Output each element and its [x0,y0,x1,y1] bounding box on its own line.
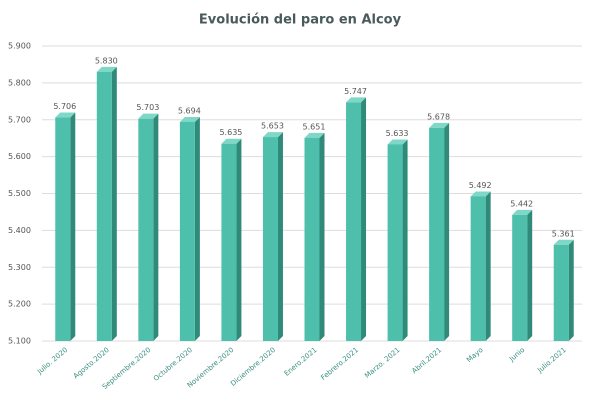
y-tick-label: 5.500 [8,189,31,198]
bar-side [444,122,450,341]
y-tick-label: 5.300 [8,263,31,272]
bar-top [96,66,117,72]
bar-top [346,97,367,103]
bar-top [138,113,159,119]
y-tick-label: 5.800 [8,78,31,87]
bar-top [512,209,533,215]
bar-side [70,112,76,341]
bar-side [319,132,325,341]
bar [179,121,195,342]
value-label: 5.747 [344,87,367,96]
y-tick-label: 5.100 [8,337,31,346]
bar [304,137,320,341]
value-label: 5.830 [95,56,118,65]
value-label: 5.633 [386,129,409,138]
value-label: 5.653 [261,122,284,131]
value-label: 5.635 [219,128,242,137]
bar-side [277,132,283,341]
bar-side [153,113,159,341]
value-label: 5.694 [178,106,201,115]
value-label: 5.492 [469,181,492,190]
bar [221,143,237,341]
bar-top [429,122,450,128]
y-tick-label: 5.600 [8,152,31,161]
bar-side [568,239,574,341]
bar [512,214,528,341]
bar-top [304,132,325,138]
bar-side [194,116,200,342]
bar [429,127,445,341]
bar-top [470,191,491,197]
chart-title: Evolución del paro en Alcoy [199,13,402,28]
y-tick-label: 5.700 [8,115,31,124]
y-tick-label: 5.900 [8,42,31,51]
bar [346,102,362,341]
value-label: 5.651 [303,122,326,131]
y-tick-label: 5.200 [8,300,31,309]
bar-top [221,138,242,144]
value-label: 5.703 [136,103,159,112]
bar [55,117,71,341]
y-tick-label: 5.400 [8,226,31,235]
bar [553,244,569,341]
bar [138,118,154,341]
bar [96,71,112,341]
bar-top [553,239,574,245]
bar [470,196,486,341]
bar-side [402,139,408,341]
bar-side [361,97,367,341]
bar [262,137,278,341]
value-label: 5.442 [510,199,533,208]
bar-side [111,66,117,341]
value-label: 5.361 [552,229,575,238]
value-label: 5.678 [427,112,450,121]
bar-side [485,191,491,341]
bar-top [179,116,200,122]
value-label: 5.706 [53,102,76,111]
bar-top [387,139,408,145]
bar [387,144,403,341]
bar-top [262,132,283,138]
bar-side [527,209,533,341]
bar-side [236,138,242,341]
bar-top [55,112,76,118]
